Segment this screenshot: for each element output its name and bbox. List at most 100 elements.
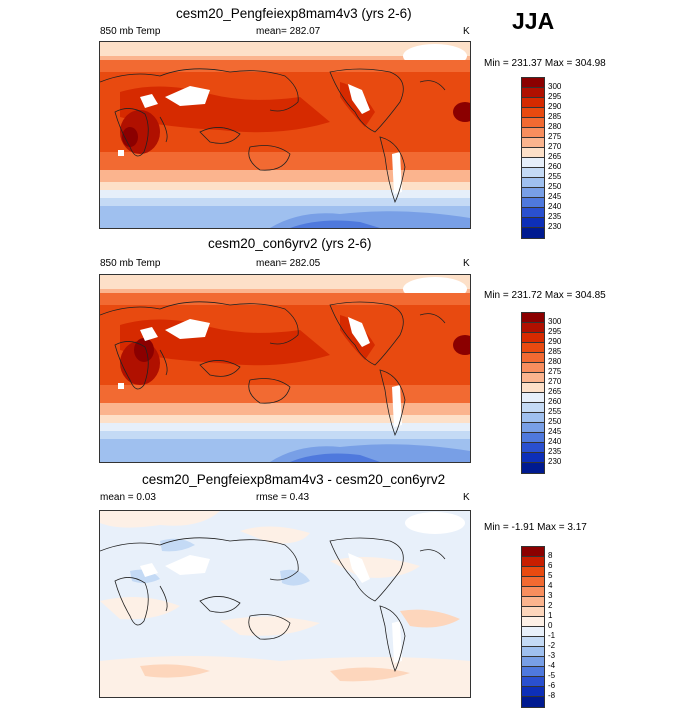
colorbar-swatch [522,423,544,433]
colorbar-label: 245 [548,192,562,201]
panel-3-minmax-label: Min = -1.91 Max = 3.17 [484,522,587,533]
colorbar-label: 260 [548,397,562,406]
colorbar-swatch [522,413,544,423]
colorbar-swatch [522,158,544,168]
panel-2-minmax-label: Min = 231.72 Max = 304.85 [484,290,606,301]
panel-3-colorbar-labels: 8 6 5 4 3 2 1 0 -1 -2 -3 -4 -5 -6 -8 [548,551,555,701]
colorbar-swatch [522,403,544,413]
colorbar-swatch [522,353,544,363]
colorbar-label: 280 [548,122,562,131]
colorbar-label: 250 [548,417,562,426]
colorbar-label: 290 [548,337,562,346]
colorbar-label: 240 [548,202,562,211]
colorbar-swatch [522,168,544,178]
colorbar-swatch [522,373,544,383]
panel-1-colorbar-labels: 300 295 290 285 280 275 270 265 260 255 … [548,82,561,232]
panel-3-mean-label: mean = 0.03 [100,492,156,503]
colorbar-label: 265 [548,152,562,161]
colorbar-label: 6 [548,561,553,570]
colorbar-label: 230 [548,222,562,231]
colorbar-label: 260 [548,162,562,171]
colorbar-label: 1 [548,611,553,620]
colorbar-label: 245 [548,427,562,436]
colorbar-swatch [522,178,544,188]
colorbar-swatch [522,323,544,333]
colorbar-swatch [522,198,544,208]
colorbar-label: 235 [548,212,562,221]
panel-1-title: cesm20_Pengfeiexp8mam4v3 (yrs 2-6) [176,6,412,21]
colorbar-label: 285 [548,347,562,356]
colorbar-label: 255 [548,407,562,416]
colorbar-swatch [522,433,544,443]
colorbar-swatch [522,208,544,218]
panel-2-map [99,274,471,463]
panel-1-colorbar [521,77,545,239]
colorbar-label: 2 [548,601,553,610]
colorbar-swatch [522,627,544,637]
colorbar-swatch [522,617,544,627]
colorbar-label: 240 [548,437,562,446]
colorbar-swatch [522,647,544,657]
colorbar-label: 230 [548,457,562,466]
colorbar-label: 290 [548,102,562,111]
colorbar-label: 285 [548,112,562,121]
colorbar-label: 4 [548,581,553,590]
panel-1-mean-label: mean= 282.07 [256,26,321,37]
colorbar-swatch [522,607,544,617]
colorbar-label: 265 [548,387,562,396]
colorbar-swatch [522,188,544,198]
panel-1-minmax-label: Min = 231.37 Max = 304.98 [484,58,606,69]
colorbar-label: 275 [548,132,562,141]
colorbar-swatch [522,657,544,667]
colorbar-label: 295 [548,92,562,101]
colorbar-swatch [522,443,544,453]
panel-2-variable-label: 850 mb Temp [100,258,161,269]
panel-3-title: cesm20_Pengfeiexp8mam4v3 - cesm20_con6yr… [142,472,446,487]
panel-2-colorbar-labels: 300 295 290 285 280 275 270 265 260 255 … [548,317,561,467]
colorbar-swatch [522,98,544,108]
colorbar-swatch [522,88,544,98]
colorbar-swatch [522,363,544,373]
panel-3-rmse-label: rmse = 0.43 [256,492,310,503]
colorbar-label: 300 [548,82,562,91]
colorbar-swatch [522,597,544,607]
colorbar-label: -1 [548,631,556,640]
colorbar-label: 275 [548,367,562,376]
panel-2-units-label: K [463,258,470,269]
colorbar-label: 0 [548,621,553,630]
colorbar-swatch [522,313,544,323]
colorbar-swatch [522,453,544,463]
colorbar-label: -4 [548,661,556,670]
colorbar-label: -2 [548,641,556,650]
colorbar-swatch [522,393,544,403]
colorbar-label: 270 [548,142,562,151]
colorbar-swatch [522,218,544,228]
colorbar-swatch [522,383,544,393]
panel-2-mean-label: mean= 282.05 [256,258,321,269]
colorbar-swatch [522,577,544,587]
colorbar-swatch [522,138,544,148]
colorbar-label: 270 [548,377,562,386]
colorbar-label: 8 [548,551,553,560]
panel-3-colorbar [521,546,545,708]
colorbar-label: -8 [548,691,556,700]
colorbar-swatch [522,697,544,707]
colorbar-label: 3 [548,591,553,600]
panel-3-units-label: K [463,492,470,503]
panel-3-map [99,510,471,698]
colorbar-label: -5 [548,671,556,680]
season-label: JJA [512,8,555,34]
panel-1-map [99,41,471,229]
colorbar-label: -6 [548,681,556,690]
colorbar-swatch [522,78,544,88]
colorbar-swatch [522,587,544,597]
panel-2-title: cesm20_con6yrv2 (yrs 2-6) [208,236,372,251]
colorbar-label: 295 [548,327,562,336]
colorbar-swatch [522,667,544,677]
colorbar-swatch [522,637,544,647]
colorbar-swatch [522,148,544,158]
colorbar-label: 280 [548,357,562,366]
colorbar-swatch [522,343,544,353]
colorbar-label: 250 [548,182,562,191]
colorbar-swatch [522,108,544,118]
